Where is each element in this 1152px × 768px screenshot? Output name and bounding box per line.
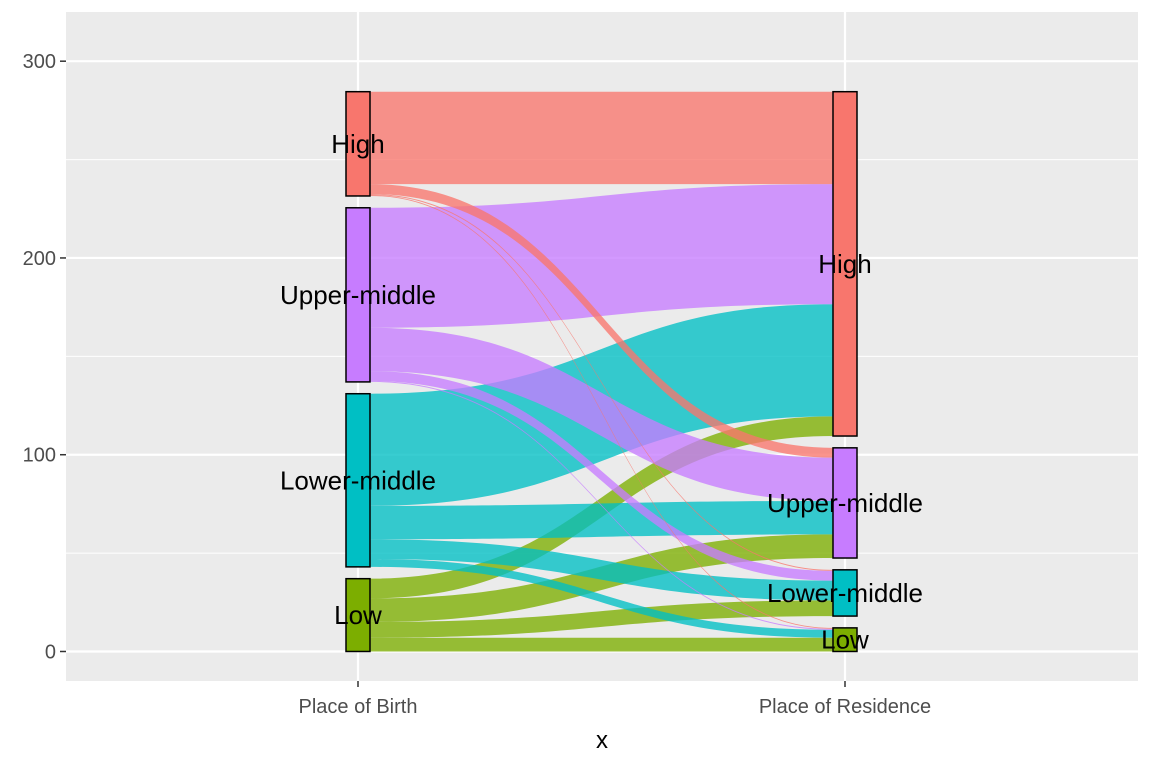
stratum-birth-high xyxy=(345,90,371,197)
strata-layer xyxy=(345,90,858,653)
flow-high-to-upper-middle xyxy=(370,184,833,458)
stratum-birth-upper-middle xyxy=(345,207,371,383)
stratum-residence-upper-middle xyxy=(832,447,858,559)
flow-high-to-lower-middle xyxy=(370,194,833,571)
flow-lower-middle-to-upper-middle xyxy=(370,500,833,540)
stratum-label-residence-high: High xyxy=(818,249,871,279)
flow-lower-middle-to-lower-middle xyxy=(370,539,833,601)
stratum-birth-lower-middle xyxy=(345,392,371,568)
flows-layer xyxy=(370,91,833,652)
x-tick-label-place-of-residence: Place of Residence xyxy=(759,696,931,718)
stratum-residence-high xyxy=(832,90,858,437)
stratum-label-residence-lower-middle: Lower-middle xyxy=(767,578,923,608)
y-tick-label: 200 xyxy=(23,248,56,270)
stratum-residence-low xyxy=(832,627,858,653)
stratum-labels-layer: Low Lower-middle Upper-middle High Low Lower-… xyxy=(280,129,923,655)
y-axis: 0 100 200 300 xyxy=(23,51,66,663)
flow-low-to-lower-middle xyxy=(370,600,833,638)
stratum-label-birth-upper-middle: Upper-middle xyxy=(280,280,436,310)
y-tick-label: 0 xyxy=(45,641,56,663)
stratum-birth-low xyxy=(345,577,371,653)
flow-upper-middle-to-lower-middle xyxy=(370,371,833,581)
flow-high-to-high xyxy=(370,91,833,185)
flow-lower-middle-to-low xyxy=(370,559,833,638)
y-tick-label: 100 xyxy=(23,445,56,467)
stratum-label-residence-low: Low xyxy=(821,625,869,655)
y-tick-label: 300 xyxy=(23,51,56,73)
flow-high-to-low xyxy=(370,194,833,629)
stratum-label-residence-upper-middle: Upper-middle xyxy=(767,488,923,518)
flow-upper-middle-to-upper-middle xyxy=(370,327,833,501)
x-axis: Place of Birth Place of Residence xyxy=(299,681,931,718)
x-tick-label-place-of-birth: Place of Birth xyxy=(299,696,418,718)
stratum-residence-lower-middle xyxy=(832,569,858,617)
stratum-label-birth-low: Low xyxy=(334,600,382,630)
flow-upper-middle-to-low xyxy=(370,380,833,630)
flow-low-to-low xyxy=(370,637,833,652)
x-axis-title: x xyxy=(596,727,608,754)
stratum-label-birth-high: High xyxy=(331,129,384,159)
stratum-label-birth-lower-middle: Lower-middle xyxy=(280,465,436,495)
